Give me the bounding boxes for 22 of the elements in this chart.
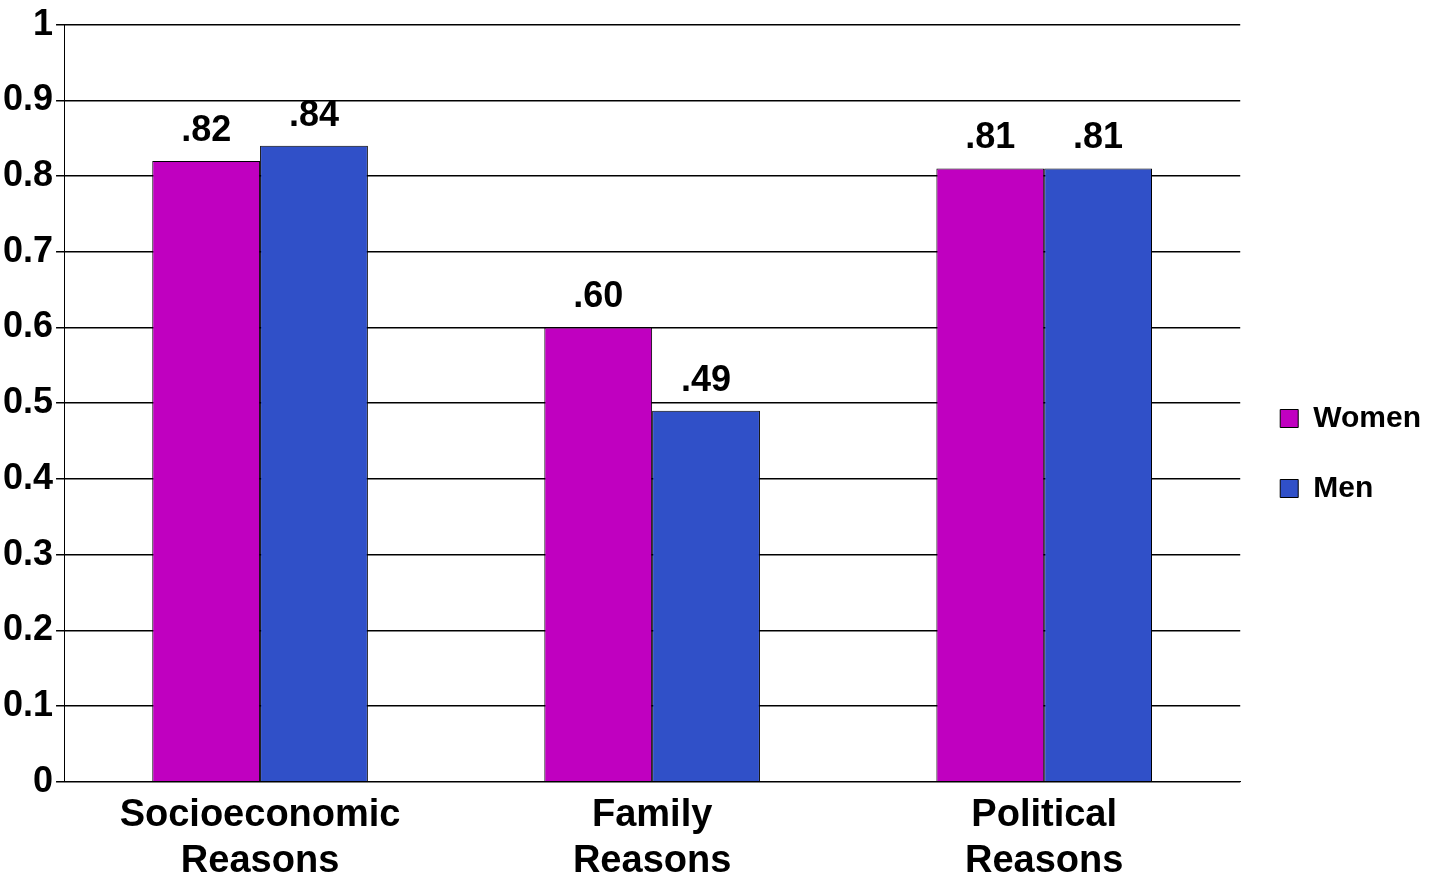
data-label: .82 xyxy=(181,107,232,149)
y-tick-label: 0.1 xyxy=(3,683,54,724)
data-label: .81 xyxy=(965,115,1016,157)
y-tick-label: 0.8 xyxy=(3,152,54,194)
y-tick-label: 1 xyxy=(33,1,54,43)
y-tick-label: 0 xyxy=(33,758,54,800)
y-tick-label: 0.6 xyxy=(3,304,54,346)
x-tick-label: Political Reasons xyxy=(964,792,1124,880)
y-tick-label: 0.5 xyxy=(3,380,54,422)
y-tick-label: 0.9 xyxy=(3,77,54,119)
y-tick-label: 0.7 xyxy=(3,228,54,270)
data-label: .49 xyxy=(681,357,732,399)
data-label: .84 xyxy=(288,92,339,134)
y-tick-label: 0.3 xyxy=(3,531,54,573)
y-tick-label: 0.2 xyxy=(3,607,54,649)
legend-label: Women xyxy=(1313,399,1422,433)
legend-label: Men xyxy=(1313,469,1374,503)
y-tick-label: 0.4 xyxy=(3,455,54,497)
data-label: .81 xyxy=(1073,115,1124,157)
data-label: .60 xyxy=(573,274,624,316)
x-tick-label: Socioeconomic Reasons xyxy=(119,792,401,880)
x-tick-label: Family Reasons xyxy=(572,792,732,880)
